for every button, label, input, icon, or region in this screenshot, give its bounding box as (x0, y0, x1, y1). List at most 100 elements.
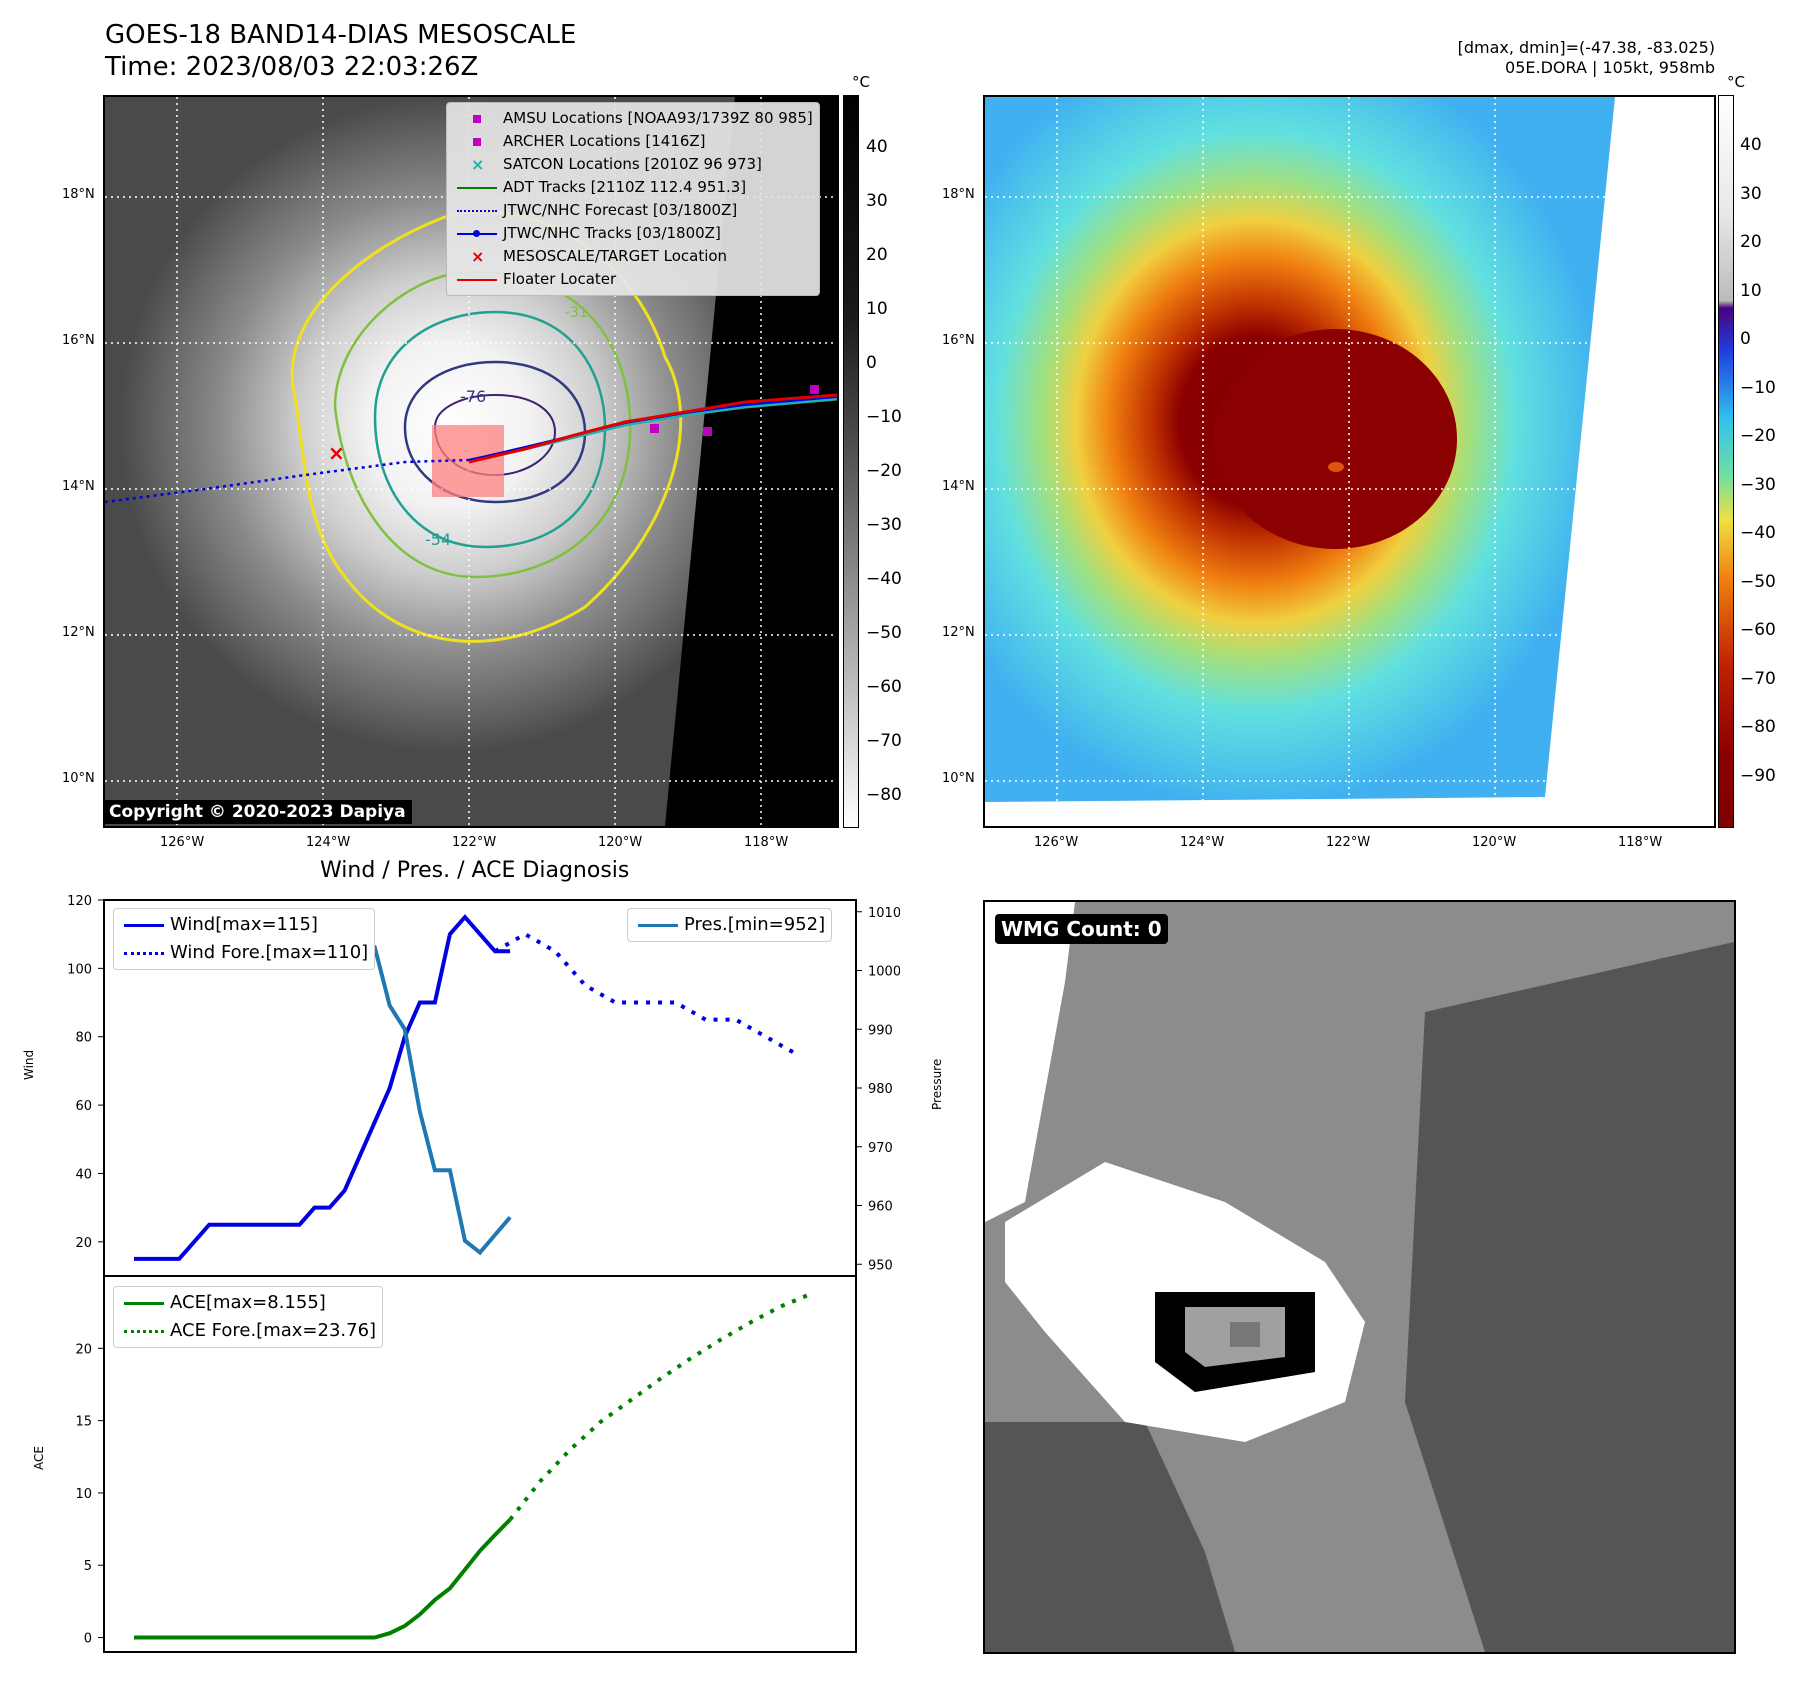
y-tick-label: 60 (75, 1099, 92, 1114)
legend-ace: ACE[max=8.155] (120, 1289, 376, 1317)
y2-tick-label: 1000 (868, 965, 900, 980)
cyan-x-icon: × (471, 154, 485, 174)
grayscale-colorbar (843, 95, 859, 828)
series-line-1 (494, 931, 797, 1056)
colorbar-tick-label: 40 (1740, 135, 1762, 155)
ace-tick-label: 0 (84, 1632, 92, 1647)
colorbar-tick-label: −80 (866, 785, 902, 805)
y2-tick-label: 980 (868, 1082, 893, 1097)
lat-label: 18°N (62, 187, 95, 202)
ir-color-map (983, 95, 1716, 828)
lon-label: 126°W (1034, 835, 1079, 850)
legend-wind: Wind[max=115] (120, 911, 368, 939)
lon-label: 118°W (744, 835, 789, 850)
y2-tick-label: 990 (868, 1023, 893, 1038)
storm-info: [dmax, dmin]=(-47.38, -83.025) 05E.DORA … (1458, 38, 1715, 78)
colorbar-tick-label: −80 (1740, 717, 1776, 737)
lon-label: 122°W (452, 835, 497, 850)
colorbar-tick-label: 10 (866, 299, 888, 319)
amsu-marker (810, 385, 819, 394)
y-tick-label: 120 (67, 894, 92, 909)
legend-adt: ADT Tracks [2110Z 112.4 951.3] (453, 176, 813, 199)
colorbar-tick-label: 30 (1740, 183, 1762, 204)
forecast-track (105, 458, 470, 504)
legend-archer: ARCHER Locations [1416Z] (453, 130, 813, 153)
figure-time: Time: 2023/08/03 22:03:26Z (105, 52, 479, 82)
pressure-axis-label: Pressure (930, 1058, 944, 1110)
steelblue-line-icon (634, 917, 684, 933)
red-x-icon: × (471, 246, 485, 266)
map-legend: AMSU Locations [NOAA93/1739Z 80 985] ARC… (446, 102, 820, 296)
wmg-panel (983, 900, 1736, 1654)
ace-axis-label: ACE (32, 1446, 46, 1470)
colorbar-unit-right: °C (1727, 73, 1745, 91)
lon-label: 122°W (1326, 835, 1371, 850)
dmax-dmin-text: [dmax, dmin]=(-47.38, -83.025) (1457, 38, 1715, 57)
legend-label: SATCON Locations [2010Z 96 973] (503, 155, 762, 173)
green-line-icon (453, 180, 503, 196)
lat-label: 10°N (942, 771, 975, 786)
legend-floater: Floater Locater (453, 268, 813, 291)
storm-summary: 05E.DORA | 105kt, 958mb (1505, 58, 1715, 77)
y-tick-label: 40 (75, 1167, 92, 1182)
lat-label: 12°N (942, 625, 975, 640)
colorbar-tick-label: −10 (866, 407, 902, 427)
series-line-0 (134, 914, 511, 1261)
contour-label-31: -31 (565, 305, 588, 321)
y-tick-label: 20 (75, 1236, 92, 1251)
y2-tick-label: 970 (868, 1141, 893, 1156)
lon-label: 124°W (1180, 835, 1225, 850)
colorbar-tick-label: −40 (1740, 523, 1776, 543)
y2-tick-label: 960 (868, 1200, 893, 1215)
colorbar-tick-label: −70 (1740, 668, 1776, 689)
legend-label: AMSU Locations [NOAA93/1739Z 80 985] (503, 109, 813, 127)
lon-label: 120°W (1472, 835, 1517, 850)
colorbar-tick-label: −20 (1740, 426, 1776, 446)
lat-label: 12°N (62, 625, 95, 640)
legend-label: Wind Fore.[max=110] (170, 942, 369, 963)
lat-label: 16°N (942, 333, 975, 348)
chart-title: Wind / Pres. / ACE Diagnosis (320, 858, 630, 883)
colorbar-tick-label: −10 (1740, 377, 1776, 398)
colorbar-tick-label: 20 (866, 245, 888, 265)
colorbar-tick-label: −60 (1740, 620, 1776, 640)
legend-target: × MESOSCALE/TARGET Location (453, 245, 813, 268)
blue-line-icon (120, 917, 170, 933)
legend-label: ADT Tracks [2110Z 112.4 951.3] (503, 178, 747, 196)
legend-wind-fore: Wind Fore.[max=110] (120, 939, 368, 967)
ace-tick-label: 10 (75, 1487, 92, 1502)
legend-label: ACE Fore.[max=23.76] (170, 1320, 377, 1341)
figure-title: GOES-18 BAND14-DIAS MESOSCALE (105, 20, 577, 50)
ace-tick-label: 5 (84, 1559, 92, 1574)
y2-tick-label: 950 (868, 1258, 893, 1273)
y-tick-label: 100 (67, 962, 92, 977)
wind-legend: Wind[max=115] Wind Fore.[max=110] (113, 908, 376, 970)
colorbar-tick-label: −90 (1740, 765, 1776, 786)
colorbar-tick-label: −30 (866, 515, 902, 535)
legend-label: ACE[max=8.155] (170, 1292, 326, 1313)
colorbar-tick-label: 10 (1740, 280, 1762, 301)
lat-label: 14°N (942, 479, 975, 494)
colorbar-tick-label: −40 (866, 569, 902, 589)
ace-legend: ACE[max=8.155] ACE Fore.[max=23.76] (113, 1286, 384, 1348)
contour-label-54: -54 (425, 530, 451, 549)
legend-ace-fore: ACE Fore.[max=23.76] (120, 1317, 376, 1345)
ir-color-image (985, 97, 1714, 826)
legend-satcon: × SATCON Locations [2010Z 96 973] (453, 153, 813, 176)
wmg-count-label: WMG Count: 0 (995, 914, 1168, 944)
colorbar-tick-label: 20 (1740, 232, 1762, 252)
color-colorbar (1718, 95, 1734, 828)
contour-label-76: -76 (460, 387, 486, 406)
lon-label: 126°W (160, 835, 205, 850)
magenta-square-icon (453, 134, 503, 150)
archer-marker (703, 427, 712, 436)
lat-label: 16°N (62, 333, 95, 348)
legend-label: JTWC/NHC Forecast [03/1800Z] (503, 201, 738, 219)
colorbar-tick-label: 0 (1740, 329, 1751, 349)
y-tick-label: 80 (75, 1031, 92, 1046)
legend-tracks: JTWC/NHC Tracks [03/1800Z] (453, 222, 813, 245)
green-dotted-line-icon (120, 1323, 170, 1339)
legend-label: Wind[max=115] (170, 914, 318, 935)
green-line-icon (120, 1295, 170, 1311)
